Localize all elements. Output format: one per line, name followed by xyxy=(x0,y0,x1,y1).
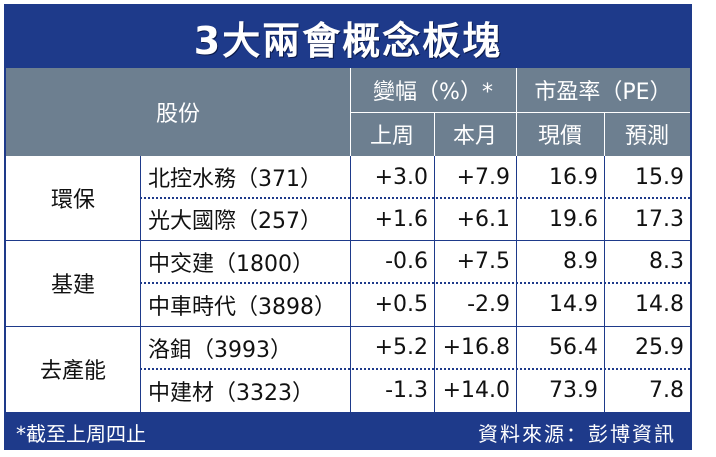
footnote: *截至上周四止 xyxy=(16,422,146,446)
this-month-change: +7.9 xyxy=(456,164,510,190)
stock-name: 中車時代（3898） xyxy=(148,294,336,320)
current-pe: 56.4 xyxy=(549,335,598,360)
last-week-change: -0.6 xyxy=(385,249,428,274)
this-month-change: +6.1 xyxy=(456,206,510,232)
this-month-change: +7.5 xyxy=(456,249,510,274)
forecast-pe: 25.9 xyxy=(635,335,684,360)
header-row-1: 變幅（%）* 市盈率（PE） xyxy=(6,68,690,112)
header-pe-group: 市盈率（PE） xyxy=(534,80,672,105)
header-change-group: 變幅（%）* xyxy=(373,80,493,105)
title-bar: 3大兩會概念板塊 xyxy=(6,6,690,68)
this-month-change: +14.0 xyxy=(442,378,510,403)
stock-name: 中交建（1800） xyxy=(148,251,314,277)
header-divider xyxy=(604,112,605,156)
header-row-2: 上周 本月 現價 預測 xyxy=(6,112,690,156)
table-card: 3大兩會概念板塊 變幅（%）* 市盈率（PE） 上周 本月 現價 預測 股份 環… xyxy=(4,4,692,450)
forecast-pe: 14.8 xyxy=(635,292,684,317)
group-label-capacity-cut: 去產能 xyxy=(39,359,106,384)
current-pe: 14.9 xyxy=(549,292,598,317)
current-pe: 8.9 xyxy=(563,249,598,274)
header-forecast: 預測 xyxy=(624,124,669,149)
row-divider xyxy=(140,282,690,284)
group-label-infrastructure: 基建 xyxy=(50,273,95,298)
forecast-pe: 17.3 xyxy=(635,206,684,232)
header-divider xyxy=(434,112,435,156)
grid-line xyxy=(434,156,435,412)
forecast-pe: 15.9 xyxy=(635,164,684,190)
last-week-change: +1.6 xyxy=(374,206,428,232)
stock-name: 洛鉬（3993） xyxy=(148,337,292,363)
header-last-week: 上周 xyxy=(369,124,414,149)
table-title: 3大兩會概念板塊 xyxy=(193,18,503,63)
stock-name: 中建材（3323） xyxy=(148,380,314,406)
group-label-environment: 環保 xyxy=(50,188,95,213)
grid-line xyxy=(516,156,517,412)
source-credit: 資料來源：彭博資訊 xyxy=(478,422,676,446)
header-stock: 股份 xyxy=(155,102,200,127)
grid-line xyxy=(140,156,141,412)
row-divider xyxy=(140,197,690,199)
grid-line xyxy=(350,156,351,412)
row-divider xyxy=(140,368,690,370)
last-week-change: +3.0 xyxy=(374,164,428,190)
this-month-change: +16.8 xyxy=(442,335,510,360)
header-current: 現價 xyxy=(537,124,582,149)
last-week-change: +5.2 xyxy=(374,335,428,360)
footer-bar: *截至上周四止 資料來源：彭博資訊 xyxy=(6,412,690,448)
current-pe: 73.9 xyxy=(549,378,598,403)
this-month-change: -2.9 xyxy=(467,292,510,317)
forecast-pe: 8.3 xyxy=(649,249,684,274)
group-divider xyxy=(6,326,690,327)
last-week-change: -1.3 xyxy=(385,378,428,403)
stock-name: 北控水務（371） xyxy=(148,167,322,192)
last-week-change: +0.5 xyxy=(374,292,428,317)
forecast-pe: 7.8 xyxy=(649,378,684,403)
header-divider xyxy=(350,112,690,113)
current-pe: 19.6 xyxy=(549,206,598,232)
grid-line xyxy=(604,156,605,412)
header-this-month: 本月 xyxy=(452,124,497,149)
stock-name: 光大國際（257） xyxy=(148,209,322,234)
current-pe: 16.9 xyxy=(549,164,598,190)
group-divider xyxy=(6,240,690,241)
